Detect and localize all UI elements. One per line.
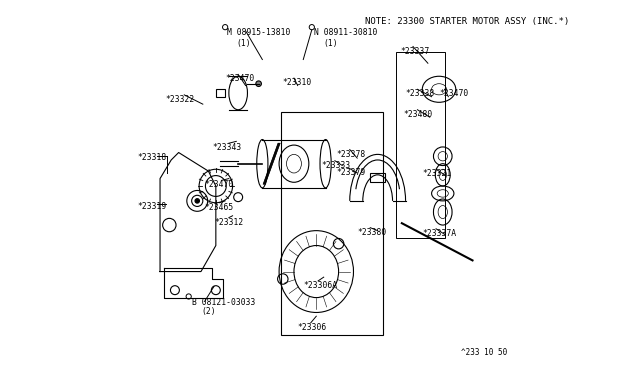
Circle shape xyxy=(195,199,200,203)
Polygon shape xyxy=(160,153,216,272)
Ellipse shape xyxy=(256,81,261,87)
Text: (2): (2) xyxy=(201,307,216,316)
Text: *23470: *23470 xyxy=(205,180,234,189)
Text: *23338: *23338 xyxy=(406,89,435,98)
Text: *23337: *23337 xyxy=(400,46,429,55)
Text: *23378: *23378 xyxy=(337,150,366,158)
Text: *23480: *23480 xyxy=(404,110,433,119)
Text: *23379: *23379 xyxy=(337,168,366,177)
Bar xyxy=(281,112,383,335)
Text: NOTE: 23300 STARTER MOTOR ASSY (INC.*): NOTE: 23300 STARTER MOTOR ASSY (INC.*) xyxy=(365,17,569,26)
Text: *23343: *23343 xyxy=(212,143,241,152)
Bar xyxy=(396,52,445,238)
Text: *23470: *23470 xyxy=(439,89,468,98)
Text: *23319: *23319 xyxy=(138,202,167,211)
Text: (1): (1) xyxy=(236,39,251,48)
Text: *23306: *23306 xyxy=(298,323,327,332)
Text: *23306A: *23306A xyxy=(303,281,337,290)
Bar xyxy=(370,173,385,182)
Text: *23470: *23470 xyxy=(225,74,254,83)
Text: B 08121-03033: B 08121-03033 xyxy=(191,298,255,307)
Text: *23312: *23312 xyxy=(214,218,243,227)
Text: *23322: *23322 xyxy=(166,95,195,104)
Polygon shape xyxy=(164,268,223,298)
Text: *23310: *23310 xyxy=(283,78,312,87)
Bar xyxy=(216,89,225,97)
Text: *23318: *23318 xyxy=(138,153,167,162)
Text: N 08911-30810: N 08911-30810 xyxy=(314,28,378,37)
Text: M 08915-13810: M 08915-13810 xyxy=(227,28,291,37)
Text: ^233 10 50: ^233 10 50 xyxy=(461,348,508,357)
Text: *23333: *23333 xyxy=(322,161,351,170)
Text: *23465: *23465 xyxy=(205,203,234,212)
Text: *23380: *23380 xyxy=(357,228,387,237)
Text: (1): (1) xyxy=(324,39,339,48)
Text: *23337A: *23337A xyxy=(422,229,456,238)
Text: *23321: *23321 xyxy=(422,169,452,178)
